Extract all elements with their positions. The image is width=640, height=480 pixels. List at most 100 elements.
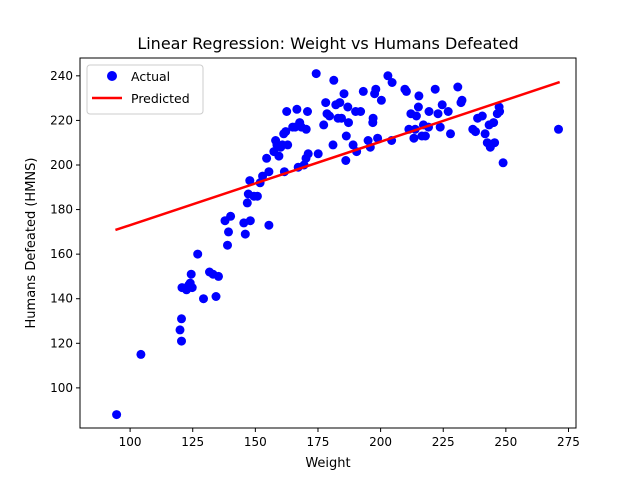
actual-point-107: [443, 107, 453, 116]
actual-point-63: [329, 75, 339, 85]
y-tick-label-100: 100: [50, 381, 73, 395]
actual-point-69: [341, 156, 351, 165]
actual-point-1: [136, 349, 146, 359]
actual-point-67: [337, 113, 346, 123]
actual-point-104: [433, 109, 443, 119]
actual-point-88: [387, 78, 397, 87]
actual-point-57: [313, 149, 323, 159]
legend: Actual Predicted: [86, 64, 204, 115]
actual-point-32: [264, 220, 274, 230]
actual-point-25: [245, 176, 255, 186]
actual-point-121: [490, 138, 500, 148]
actual-point-44: [283, 140, 293, 150]
actual-point-33: [264, 167, 274, 177]
actual-point-96: [413, 102, 423, 112]
actual-point-125: [498, 158, 508, 168]
actual-point-16: [214, 271, 223, 281]
actual-point-93: [409, 133, 419, 143]
actual-point-86: [383, 71, 393, 81]
actual-point-56: [311, 69, 321, 79]
actual-point-126: [554, 124, 563, 134]
actual-point-61: [325, 111, 334, 121]
legend-actual-label: Actual: [131, 69, 170, 84]
actual-point-95: [411, 111, 421, 121]
axis-ticks: 100 125 150 175 200 225 250 275 100 120 140 160 180 2…: [50, 69, 580, 449]
actual-point-76: [356, 107, 366, 116]
actual-point-116: [480, 129, 490, 139]
actual-point-68: [339, 89, 349, 99]
actual-point-66: [335, 98, 345, 108]
actual-point-71: [343, 102, 353, 112]
legend-actual-marker: [107, 71, 117, 81]
actual-point-31: [262, 153, 272, 163]
actual-point-23: [242, 198, 252, 208]
x-tick-label-125: 125: [181, 435, 204, 449]
y-tick-label-120: 120: [50, 336, 73, 350]
actual-point-30: [258, 171, 268, 181]
y-tick-label-220: 220: [50, 113, 73, 127]
actual-point-109: [453, 82, 463, 92]
actual-point-108: [446, 129, 455, 139]
actual-point-12: [199, 294, 208, 304]
actual-point-43: [282, 107, 292, 116]
actual-point-120: [489, 118, 499, 128]
actual-point-97: [414, 91, 424, 101]
actual-point-54: [303, 107, 312, 116]
actual-point-103: [430, 84, 440, 94]
actual-point-102: [424, 107, 434, 116]
actual-point-22: [240, 229, 250, 239]
plot-area-frame: [79, 57, 577, 429]
actual-point-85: [376, 95, 386, 105]
actual-point-37: [274, 151, 284, 161]
actual-point-84: [373, 133, 383, 143]
actual-point-11: [193, 249, 203, 259]
actual-point-83: [371, 84, 381, 94]
actual-point-77: [358, 86, 368, 96]
actual-point-100: [420, 131, 430, 141]
actual-point-81: [368, 113, 378, 123]
chart-title: Linear Regression: Weight vs Humans Defe…: [137, 34, 518, 53]
y-tick-label-140: 140: [50, 292, 73, 306]
actual-point-111: [457, 95, 467, 105]
x-tick-label-150: 150: [244, 435, 267, 449]
y-tick-label-180: 180: [50, 203, 73, 217]
actual-point-62: [328, 140, 338, 150]
x-tick-label-100: 100: [119, 435, 142, 449]
legend-predicted-label: Predicted: [131, 91, 190, 106]
actual-point-124: [495, 107, 505, 116]
actual-point-53: [301, 124, 311, 134]
actual-point-15: [211, 292, 221, 301]
actual-point-73: [348, 140, 358, 150]
actual-point-2: [175, 325, 185, 335]
actual-point-106: [437, 100, 447, 110]
x-tick-label-175: 175: [307, 435, 330, 449]
actual-point-9: [186, 269, 196, 279]
x-axis-label: Weight: [305, 456, 350, 471]
x-tick-label-250: 250: [494, 435, 517, 449]
x-tick-label-200: 200: [369, 435, 392, 449]
actual-point-47: [292, 104, 302, 114]
actual-point-115: [477, 111, 487, 121]
x-tick-label-225: 225: [432, 435, 455, 449]
y-axis-label: Humans Defeated (HMNS): [24, 158, 39, 329]
actual-point-113: [471, 127, 480, 137]
actual-point-58: [319, 120, 329, 130]
actual-point-26: [245, 216, 255, 226]
predicted-line-layer: [115, 80, 561, 232]
actual-point-70: [341, 131, 351, 141]
actual-point-0: [112, 410, 122, 420]
actual-point-42: [281, 127, 291, 137]
actual-point-20: [226, 211, 236, 221]
actual-point-19: [224, 227, 233, 237]
actual-point-90: [401, 86, 411, 96]
actual-point-18: [223, 240, 232, 250]
y-tick-label-240: 240: [50, 69, 73, 83]
actual-point-59: [321, 98, 331, 108]
actual-point-55: [303, 149, 313, 159]
x-tick-label-275: 275: [557, 435, 580, 449]
actual-point-10: [187, 283, 197, 293]
actual-point-72: [344, 118, 353, 128]
actual-point-3: [177, 314, 186, 324]
predicted-line: [115, 80, 561, 232]
